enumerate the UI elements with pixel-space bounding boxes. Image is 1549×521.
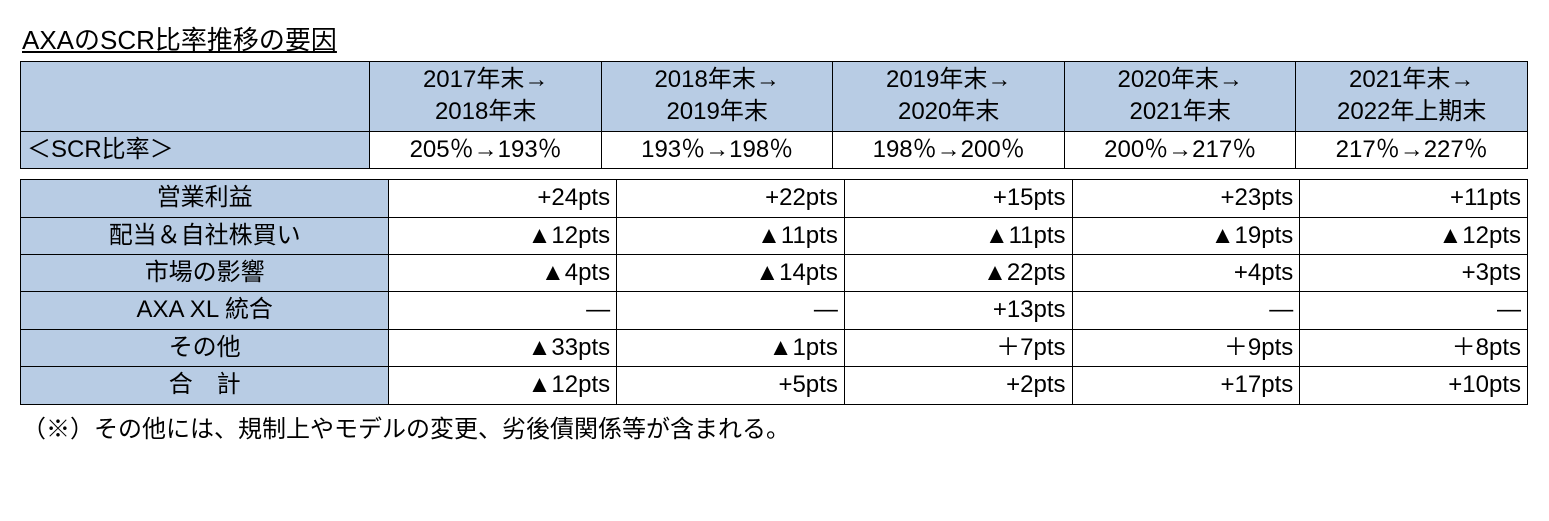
scr-value-1: 193％→198％	[601, 131, 833, 168]
cell-1-4: ▲12pts	[1300, 217, 1528, 254]
cell-2-3: +4pts	[1072, 254, 1300, 291]
scr-value-2: 198％→200％	[833, 131, 1065, 168]
cell-1-2: ▲11pts	[844, 217, 1072, 254]
footnote-text: （※）その他には、規制上やモデルの変更、劣後債関係等が含まれる。	[20, 409, 1529, 444]
table-row: AXA XL 統合 ― ― +13pts ― ―	[21, 292, 1528, 329]
cell-0-1: +22pts	[617, 180, 845, 217]
table-row: その他 ▲33pts ▲1pts ＋7pts ＋9pts ＋8pts	[21, 329, 1528, 366]
scr-value-4: 217％→227％	[1296, 131, 1528, 168]
scr-ratio-row: ＜SCR比率＞ 205％→193％ 193％→198％ 198％→200％ 20…	[21, 131, 1528, 168]
cell-5-3: +17pts	[1072, 367, 1300, 404]
cell-0-2: +15pts	[844, 180, 1072, 217]
row-label-3: AXA XL 統合	[21, 292, 389, 329]
table-row: 合 計 ▲12pts +5pts +2pts +17pts +10pts	[21, 367, 1528, 404]
cell-4-1: ▲1pts	[617, 329, 845, 366]
row-label-5: 合 計	[21, 367, 389, 404]
cell-3-4: ―	[1300, 292, 1528, 329]
header-row: 2017年末→ 2018年末 2018年末→ 2019年末 2019年末→ 20…	[21, 62, 1528, 132]
cell-4-0: ▲33pts	[389, 329, 617, 366]
cell-2-1: ▲14pts	[617, 254, 845, 291]
cell-5-2: +2pts	[844, 367, 1072, 404]
col-header-1: 2018年末→ 2019年末	[601, 62, 833, 132]
table-gap	[20, 169, 1529, 179]
cell-0-3: +23pts	[1072, 180, 1300, 217]
cell-2-4: +3pts	[1300, 254, 1528, 291]
cell-4-3: ＋9pts	[1072, 329, 1300, 366]
cell-3-1: ―	[617, 292, 845, 329]
col-header-2: 2019年末→ 2020年末	[833, 62, 1065, 132]
cell-1-1: ▲11pts	[617, 217, 845, 254]
cell-2-0: ▲4pts	[389, 254, 617, 291]
cell-2-2: ▲22pts	[844, 254, 1072, 291]
cell-0-0: +24pts	[389, 180, 617, 217]
cell-4-4: ＋8pts	[1300, 329, 1528, 366]
col-header-0: 2017年末→ 2018年末	[370, 62, 602, 132]
scr-table-body: 営業利益 +24pts +22pts +15pts +23pts +11pts …	[20, 179, 1528, 404]
cell-3-0: ―	[389, 292, 617, 329]
cell-0-4: +11pts	[1300, 180, 1528, 217]
cell-3-2: +13pts	[844, 292, 1072, 329]
table-row: 営業利益 +24pts +22pts +15pts +23pts +11pts	[21, 180, 1528, 217]
header-blank-cell	[21, 62, 370, 132]
cell-5-0: ▲12pts	[389, 367, 617, 404]
table-title: AXAのSCR比率推移の要因	[20, 20, 1529, 57]
cell-1-0: ▲12pts	[389, 217, 617, 254]
cell-3-3: ―	[1072, 292, 1300, 329]
scr-table-header: 2017年末→ 2018年末 2018年末→ 2019年末 2019年末→ 20…	[20, 61, 1528, 169]
scr-value-3: 200％→217％	[1064, 131, 1296, 168]
col-header-3: 2020年末→ 2021年末	[1064, 62, 1296, 132]
scr-value-0: 205％→193％	[370, 131, 602, 168]
scr-label-cell: ＜SCR比率＞	[21, 131, 370, 168]
table-row: 配当＆自社株買い ▲12pts ▲11pts ▲11pts ▲19pts ▲12…	[21, 217, 1528, 254]
row-label-0: 営業利益	[21, 180, 389, 217]
row-label-2: 市場の影響	[21, 254, 389, 291]
cell-4-2: ＋7pts	[844, 329, 1072, 366]
cell-1-3: ▲19pts	[1072, 217, 1300, 254]
cell-5-1: +5pts	[617, 367, 845, 404]
col-header-4: 2021年末→ 2022年上期末	[1296, 62, 1528, 132]
row-label-4: その他	[21, 329, 389, 366]
row-label-1: 配当＆自社株買い	[21, 217, 389, 254]
cell-5-4: +10pts	[1300, 367, 1528, 404]
table-row: 市場の影響 ▲4pts ▲14pts ▲22pts +4pts +3pts	[21, 254, 1528, 291]
